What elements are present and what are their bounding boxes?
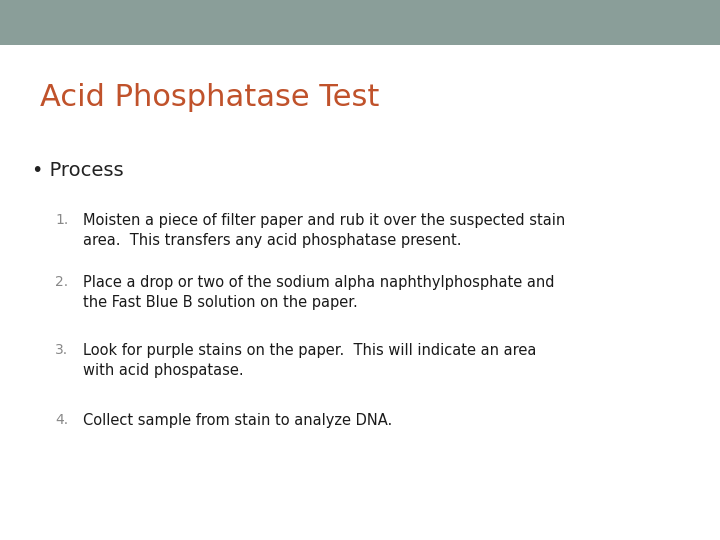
- Text: Look for purple stains on the paper.  This will indicate an area
with acid phosp: Look for purple stains on the paper. Thi…: [83, 343, 536, 377]
- Text: 1.: 1.: [55, 213, 68, 227]
- Text: Collect sample from stain to analyze DNA.: Collect sample from stain to analyze DNA…: [83, 413, 392, 428]
- Text: Moisten a piece of filter paper and rub it over the suspected stain
area.  This : Moisten a piece of filter paper and rub …: [83, 213, 565, 248]
- Text: Place a drop or two of the sodium alpha naphthylphosphate and
the Fast Blue B so: Place a drop or two of the sodium alpha …: [83, 275, 554, 310]
- Text: 4.: 4.: [55, 413, 68, 427]
- Text: • Process: • Process: [32, 160, 124, 180]
- Text: 2.: 2.: [55, 275, 68, 289]
- Text: Acid Phosphatase Test: Acid Phosphatase Test: [40, 83, 379, 112]
- Text: 3.: 3.: [55, 343, 68, 357]
- Bar: [0, 0, 720, 45]
